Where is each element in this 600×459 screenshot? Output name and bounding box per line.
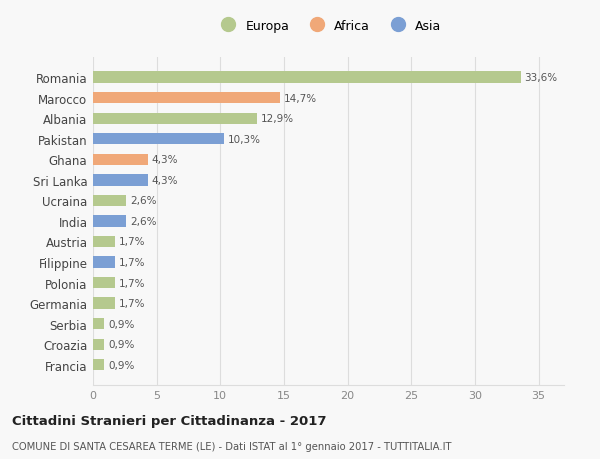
Bar [93,73,521,84]
Bar [93,298,115,309]
Bar [93,339,104,350]
Bar [93,216,126,227]
Bar [93,319,104,330]
Text: 1,7%: 1,7% [118,278,145,288]
Text: 2,6%: 2,6% [130,196,157,206]
Bar [93,359,104,370]
Bar [93,113,257,124]
Bar [93,277,115,289]
Text: COMUNE DI SANTA CESAREA TERME (LE) - Dati ISTAT al 1° gennaio 2017 - TUTTITALIA.: COMUNE DI SANTA CESAREA TERME (LE) - Dat… [12,441,452,451]
Bar [93,93,280,104]
Text: 10,3%: 10,3% [228,134,261,145]
Bar [93,236,115,247]
Text: Cittadini Stranieri per Cittadinanza - 2017: Cittadini Stranieri per Cittadinanza - 2… [12,414,326,428]
Text: 12,9%: 12,9% [261,114,294,124]
Bar [93,134,224,145]
Text: 1,7%: 1,7% [118,298,145,308]
Bar [93,196,126,207]
Text: 4,3%: 4,3% [152,155,178,165]
Text: 1,7%: 1,7% [118,257,145,268]
Bar [93,257,115,268]
Text: 0,9%: 0,9% [108,319,134,329]
Text: 0,9%: 0,9% [108,360,134,370]
Text: 1,7%: 1,7% [118,237,145,247]
Text: 33,6%: 33,6% [524,73,557,83]
Bar [93,154,148,166]
Text: 0,9%: 0,9% [108,340,134,349]
Legend: Europa, Africa, Asia: Europa, Africa, Asia [211,15,446,38]
Bar [93,175,148,186]
Text: 2,6%: 2,6% [130,217,157,226]
Text: 14,7%: 14,7% [284,94,317,103]
Text: 4,3%: 4,3% [152,175,178,185]
